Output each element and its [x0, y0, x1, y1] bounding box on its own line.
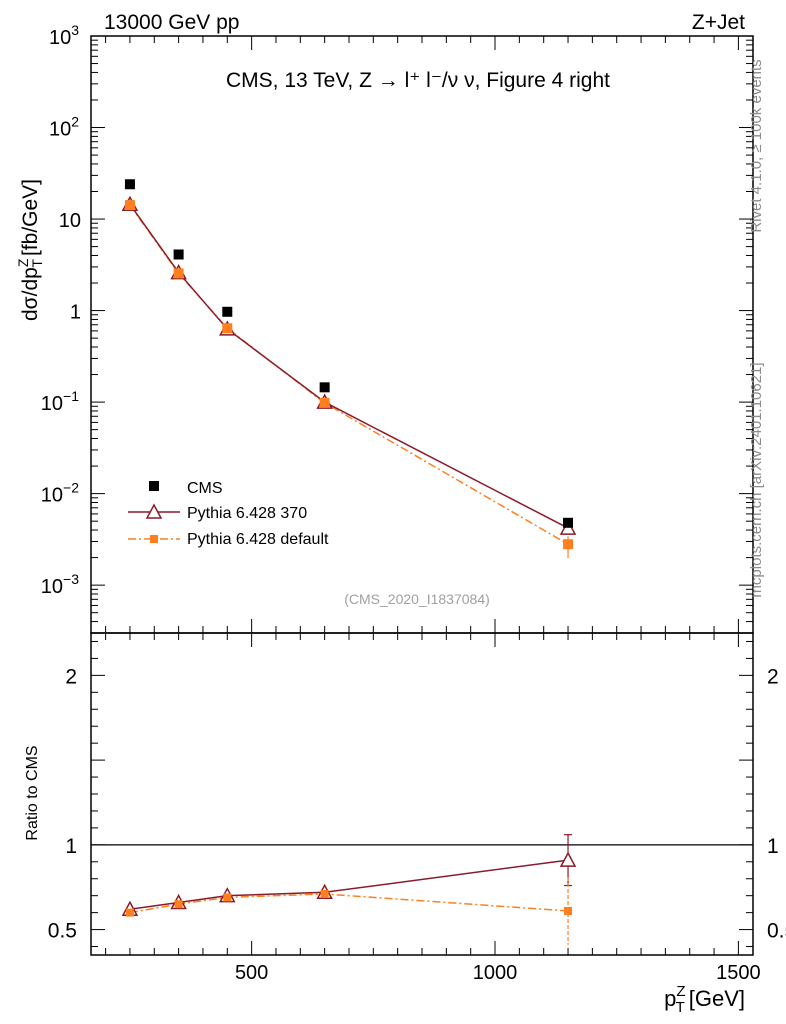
header-left: 13000 GeV pp	[104, 11, 239, 34]
header-right: Z+Jet	[692, 11, 745, 34]
data-point-pythia-default	[319, 397, 330, 408]
ratio-point-pythia-default	[564, 906, 573, 915]
y-tick-label: 10−3	[41, 571, 79, 598]
y-tick-label: 103	[49, 22, 79, 49]
y-tick-label: 10	[59, 210, 81, 232]
ratio-y-tick-label-right: 0.5	[767, 920, 786, 943]
y-tick-label: 10−1	[41, 388, 79, 415]
rivet-version-text: Rivet 4.1.0, ≥ 100k events	[748, 59, 765, 232]
ratio-y-tick-label: 1	[65, 835, 77, 858]
ratio-y-tick-label-right: 2	[767, 665, 779, 688]
data-point-cms	[222, 306, 233, 317]
ratio-y-tick-label: 2	[65, 665, 77, 688]
ratio-plot-frame	[90, 632, 754, 956]
analysis-id: (CMS_2020_I1837084)	[344, 591, 490, 607]
data-point-pythia-default	[124, 200, 135, 211]
ratio-point-pythia-370	[559, 851, 577, 867]
data-point-cms	[124, 179, 135, 190]
x-tick-label: 500	[235, 962, 268, 984]
data-point-cms	[173, 249, 184, 260]
legend-label-cms: CMS	[187, 480, 223, 497]
ratio-line-pythia-default	[129, 893, 569, 914]
x-tick-label: 1000	[473, 962, 518, 984]
ratio-point-pythia-default	[320, 889, 329, 898]
legend-label-pythia-370: Pythia 6.428 370	[187, 505, 307, 522]
ratio-point-pythia-default	[223, 893, 232, 902]
legend-marker-cms	[149, 481, 159, 491]
legend-marker-pythia-370	[145, 503, 163, 519]
plot-title: CMS, 13 TeV, Z → l⁺ l⁻/ν ν, Figure 4 rig…	[226, 69, 610, 92]
y-axis-label: dσ/dpZT[fb/GeV]	[15, 179, 45, 321]
legend-marker-pythia-default	[150, 535, 158, 543]
y-tick-label: 1	[70, 302, 81, 324]
mcplots-source-text: mcplots.cern.ch [arXiv:2401.10621]	[748, 362, 765, 597]
y-tick-label: 102	[49, 114, 79, 141]
x-tick-label: 1500	[716, 962, 761, 984]
data-point-pythia-default	[173, 268, 184, 279]
data-point-cms	[319, 382, 330, 393]
ratio-y-axis-label: Ratio to CMS	[24, 745, 41, 840]
data-point-cms	[563, 517, 574, 528]
y-tick-label: 10−2	[41, 480, 79, 507]
ratio-point-pythia-default	[125, 908, 134, 917]
ratio-point-pythia-default	[174, 900, 183, 909]
ratio-y-tick-label-right: 1	[767, 835, 779, 858]
ratio-y-tick-label: 0.5	[48, 920, 77, 943]
legend: CMS Pythia 6.428 370 Pythia 6.428 defaul…	[128, 480, 329, 548]
data-point-pythia-default	[563, 539, 574, 550]
data-point-pythia-default	[222, 323, 233, 334]
x-axis-label: pZ T [GeV]	[664, 983, 745, 1016]
legend-label-pythia-default: Pythia 6.428 default	[187, 531, 329, 548]
